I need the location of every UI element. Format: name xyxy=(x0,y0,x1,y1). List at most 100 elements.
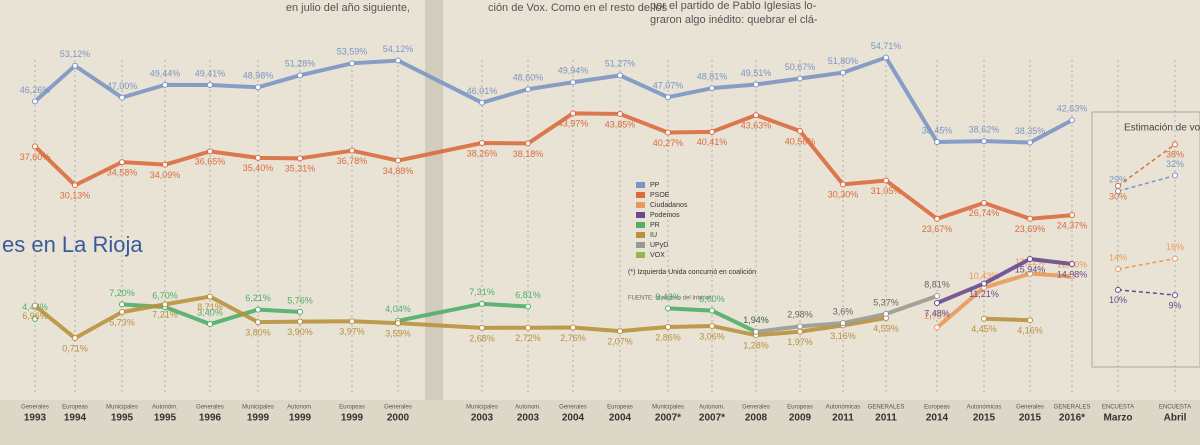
value-label: 32% xyxy=(1166,159,1184,169)
point xyxy=(570,324,576,331)
value-label: 38,62% xyxy=(969,124,1000,134)
x-tick-type: Autonómicas xyxy=(826,405,861,411)
point xyxy=(1115,266,1121,273)
x-tick-type: Europeas xyxy=(607,405,633,411)
point xyxy=(119,159,125,166)
value-label: 49,94% xyxy=(558,66,589,76)
value-label: 7,20% xyxy=(109,288,135,298)
point xyxy=(1069,117,1075,124)
point xyxy=(709,322,715,329)
x-tick-type: Autonom. xyxy=(287,405,313,411)
value-label: 7,31% xyxy=(469,287,495,297)
value-label: 5,76% xyxy=(287,295,313,305)
x-tick-label: Marzo xyxy=(1104,413,1133,424)
point xyxy=(297,308,303,315)
x-tick-type: GENERALES xyxy=(868,405,905,411)
point xyxy=(617,328,623,335)
value-label: 38,18% xyxy=(513,149,544,159)
x-tick-type: ENCUESTA xyxy=(1159,405,1191,411)
point xyxy=(395,157,401,164)
value-label: 36,78% xyxy=(337,156,368,166)
point xyxy=(1027,317,1033,324)
value-label: 4,45% xyxy=(971,324,997,334)
point xyxy=(1069,273,1075,280)
legend-swatch xyxy=(636,232,645,238)
series-line xyxy=(935,271,1073,330)
point xyxy=(162,161,168,168)
legend-swatch xyxy=(636,242,645,248)
value-label: 43,97% xyxy=(558,119,589,129)
legend-swatch xyxy=(636,252,645,258)
value-label: 6,43% xyxy=(655,292,681,302)
x-tick-type: Generales xyxy=(21,405,49,411)
value-label: 13,12% xyxy=(1015,257,1046,267)
value-label: 3,80% xyxy=(245,327,271,337)
value-label: 47,00% xyxy=(107,81,138,91)
legend-label: UPyD xyxy=(650,242,668,249)
x-tick-label: 2007* xyxy=(655,413,681,424)
legend-swatch xyxy=(636,192,645,198)
point xyxy=(207,293,213,300)
value-label: 4,04% xyxy=(385,304,411,314)
legend-label: PR xyxy=(650,222,660,229)
value-label: 16% xyxy=(1166,242,1184,252)
x-tick-label: 2015 xyxy=(1019,413,1042,424)
value-label: 35,31% xyxy=(285,164,316,174)
point xyxy=(753,81,759,88)
estimate-line xyxy=(1117,289,1176,296)
point xyxy=(753,112,759,119)
value-label: 51,28% xyxy=(285,59,316,69)
value-label: 8,71% xyxy=(197,302,223,312)
point xyxy=(1027,215,1033,222)
value-label: 3,90% xyxy=(287,327,313,337)
value-label: 6,70% xyxy=(152,290,178,300)
point xyxy=(981,280,987,287)
point xyxy=(934,215,940,222)
point xyxy=(32,143,38,150)
value-label: 4,16% xyxy=(1017,326,1043,336)
point xyxy=(1027,270,1033,277)
legend-label: VOX xyxy=(650,252,665,259)
point xyxy=(840,320,846,327)
point xyxy=(479,99,485,106)
x-tick-type: ENCUESTA xyxy=(1102,405,1134,411)
point xyxy=(1172,172,1178,179)
point xyxy=(934,293,940,300)
legend-swatch xyxy=(636,222,645,228)
estimate-line xyxy=(1117,174,1176,192)
point xyxy=(981,315,987,322)
legend-label: Ciudadanos xyxy=(650,202,688,209)
value-label: 7,48% xyxy=(924,308,950,318)
value-label: 10% xyxy=(1109,295,1127,305)
point xyxy=(479,324,485,331)
x-tick-type: Municipales xyxy=(466,405,498,411)
x-tick-type: Autonom. xyxy=(699,405,725,411)
x-tick-label: 1995 xyxy=(154,413,177,424)
point xyxy=(883,310,889,317)
value-label: 34,09% xyxy=(150,170,181,180)
point xyxy=(981,199,987,206)
value-label: 40,56% xyxy=(785,136,816,146)
point xyxy=(32,302,38,309)
point xyxy=(1027,139,1033,146)
point xyxy=(665,305,671,312)
point xyxy=(709,128,715,135)
point xyxy=(297,72,303,79)
point xyxy=(297,155,303,162)
x-tick-type: Europeas xyxy=(62,405,88,411)
value-label: 47,07% xyxy=(653,81,684,91)
value-label: 49,51% xyxy=(741,68,772,78)
estimate-title: Estimación de voto xyxy=(1124,123,1200,134)
estimate-line xyxy=(1117,143,1176,187)
point xyxy=(753,328,759,335)
value-label: 11,21% xyxy=(969,289,999,299)
value-label: 36,65% xyxy=(195,157,226,167)
value-label: 23,69% xyxy=(1015,224,1046,234)
point xyxy=(162,301,168,308)
point xyxy=(570,79,576,86)
value-label: 23,67% xyxy=(922,224,953,234)
legend-swatch xyxy=(636,202,645,208)
legend-label: PP xyxy=(650,182,660,189)
x-tick-label: Abril xyxy=(1164,413,1187,424)
